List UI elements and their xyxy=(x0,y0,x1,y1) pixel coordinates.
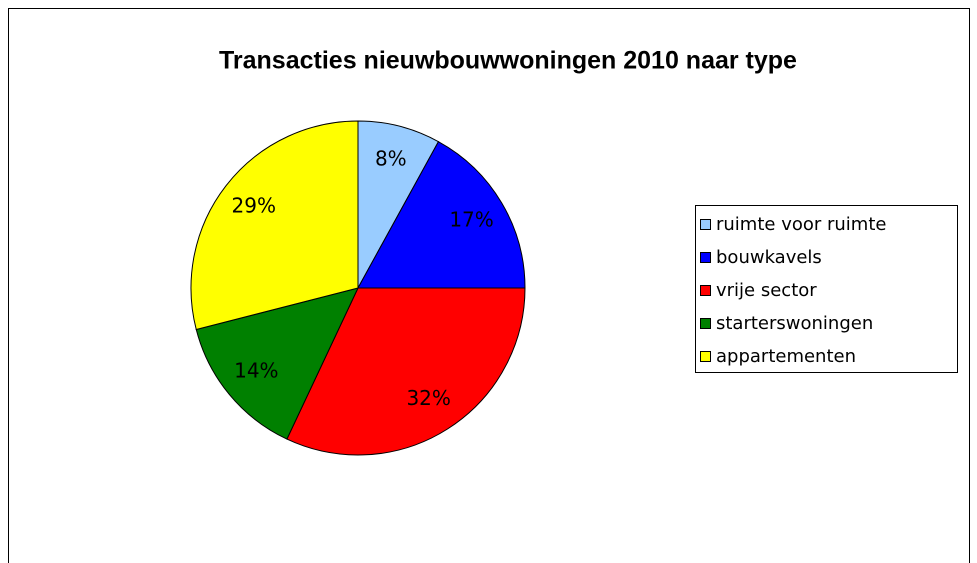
slice-label: 8% xyxy=(375,147,407,171)
legend-box xyxy=(695,205,958,373)
legend-label: appartementen xyxy=(716,346,856,367)
chart-frame xyxy=(8,8,970,563)
slice-label: 14% xyxy=(234,359,278,383)
legend-swatch xyxy=(700,318,711,329)
pie-slice xyxy=(195,287,359,440)
slice-label: 17% xyxy=(449,207,493,231)
pie-slice xyxy=(190,120,359,331)
legend-swatch xyxy=(700,351,711,362)
legend-swatch xyxy=(700,285,711,296)
legend-label: starterswoningen xyxy=(716,313,873,334)
pie-slice xyxy=(286,287,526,456)
legend-label: ruimte voor ruimte xyxy=(716,214,886,235)
slice-label: 29% xyxy=(232,194,276,218)
legend-label: vrije sector xyxy=(716,280,817,301)
slice-label: 32% xyxy=(406,386,450,410)
chart-title: Transacties nieuwbouwwoningen 2010 naar … xyxy=(219,47,797,75)
legend-label: bouwkavels xyxy=(716,247,822,268)
pie-slice xyxy=(357,140,526,289)
legend-swatch xyxy=(700,219,711,230)
legend-swatch xyxy=(700,252,711,263)
